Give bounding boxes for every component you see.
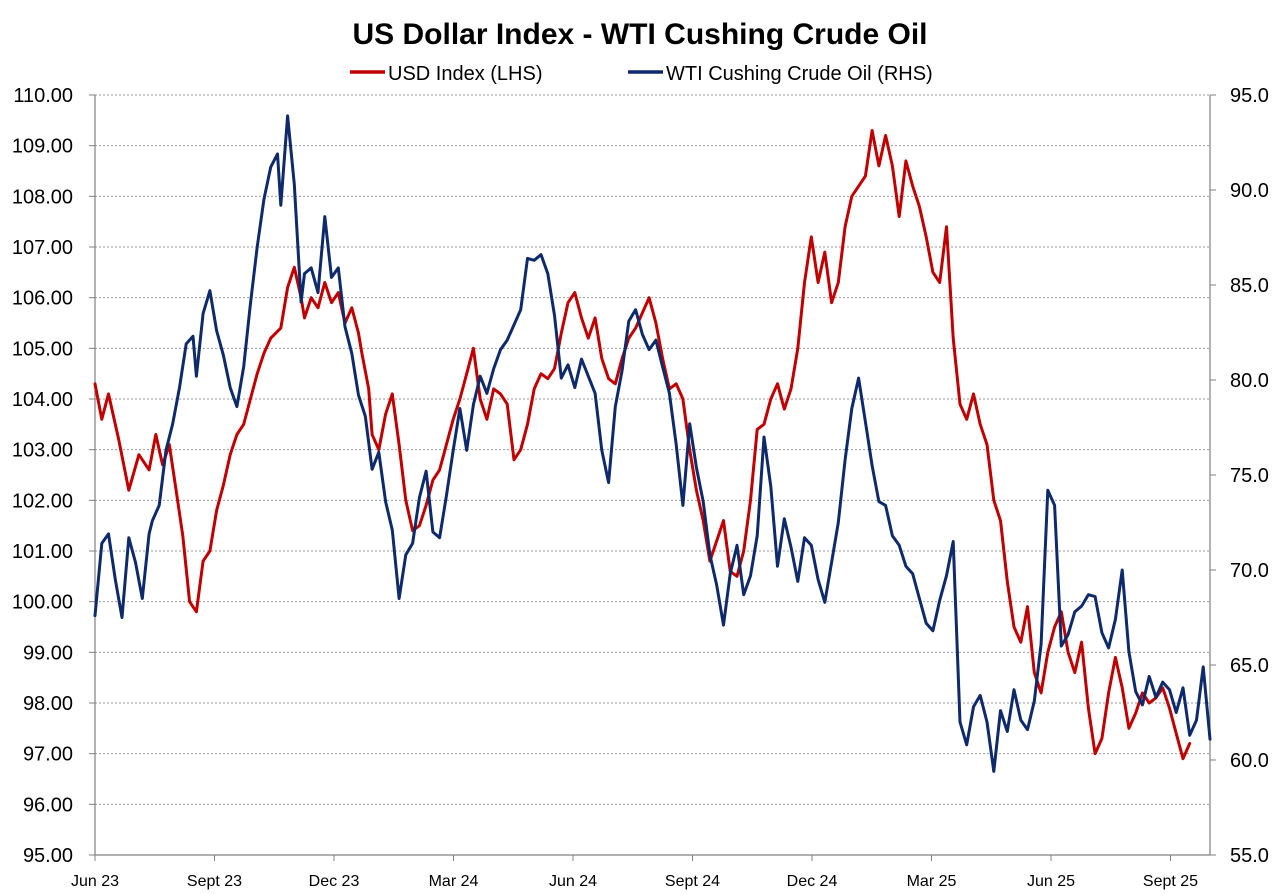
x-axis-tick-labels: Jun 23 Sept 23 Dec 23 Mar 24 Jun 24 Sept 24 De… [71, 855, 1198, 890]
x-axis-tick-label: Dec 23 [309, 873, 360, 890]
right-axis-tick-label: 60.0 [1230, 750, 1269, 772]
left-axis-tick-label: 98.00 [23, 693, 73, 715]
legend-label-wti: WTI Cushing Crude Oil (RHS) [666, 63, 933, 85]
x-axis-tick-label: Sept 24 [665, 873, 720, 890]
x-axis-tick-label: Mar 24 [429, 873, 479, 890]
legend-label-usd: USD Index (LHS) [388, 63, 543, 85]
left-axis-tick-label: 103.00 [12, 440, 73, 462]
right-axis-tick-label: 75.0 [1230, 465, 1269, 487]
left-axis-tick-label: 106.00 [12, 288, 73, 310]
legend: USD Index (LHS) WTI Cushing Crude Oil (R… [350, 63, 933, 85]
right-axis-tick-labels: 55.0 60.0 65.0 70.0 75.0 80.0 85.0 90.0 95.0 [1210, 85, 1269, 867]
left-axis-tick-label: 110.00 [13, 85, 73, 107]
gridlines [89, 94, 1210, 856]
left-axis-tick-label: 107.00 [12, 237, 73, 259]
left-axis-tick-label: 105.00 [12, 338, 73, 360]
left-axis-tick-labels: 95.00 96.00 97.00 98.00 99.00 100.00 101.00 102… [12, 85, 73, 867]
left-axis-tick-label: 101.00 [12, 541, 73, 563]
x-axis-tick-label: Sept 25 [1143, 873, 1198, 890]
usd-index-series-line [93, 129, 1192, 761]
chart-title: US Dollar Index - WTI Cushing Crude Oil [352, 18, 927, 51]
x-axis-tick-label: Jun 25 [1027, 873, 1075, 890]
right-axis-tick-label: 90.0 [1230, 180, 1269, 202]
right-axis-tick-label: 65.0 [1230, 655, 1269, 677]
x-axis-tick-label: Jun 23 [71, 873, 119, 890]
right-axis-tick-label: 70.0 [1230, 560, 1269, 582]
x-axis-tick-label: Sept 23 [187, 873, 242, 890]
right-axis-tick-label: 95.0 [1230, 85, 1269, 107]
left-axis-tick-label: 108.00 [12, 186, 73, 208]
x-axis-tick-label: Mar 25 [907, 873, 957, 890]
left-axis-tick-label: 97.00 [23, 744, 73, 766]
left-axis-tick-label: 109.00 [12, 136, 73, 158]
x-axis-tick-label: Dec 24 [787, 873, 838, 890]
wti-crude-series-line [93, 114, 1212, 773]
right-axis-tick-label: 85.0 [1230, 275, 1269, 297]
x-axis-tick-label: Jun 24 [549, 873, 597, 890]
left-axis-tick-label: 104.00 [12, 389, 73, 411]
right-axis-tick-label: 80.0 [1230, 370, 1269, 392]
left-axis-tick-label: 99.00 [23, 642, 73, 664]
right-axis-tick-label: 55.0 [1230, 845, 1269, 867]
series-layer [93, 114, 1212, 773]
left-axis-tick-label: 100.00 [12, 592, 73, 614]
left-axis-tick-label: 95.00 [23, 845, 73, 867]
left-axis-tick-label: 102.00 [12, 490, 73, 512]
left-axis-tick-label: 96.00 [23, 794, 73, 816]
